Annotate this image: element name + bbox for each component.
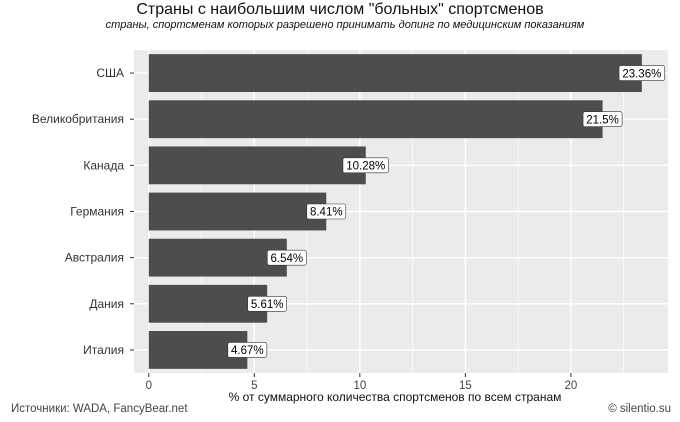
category-label: Германия — [70, 205, 124, 219]
bar — [148, 54, 642, 92]
data-label: 5.61% — [251, 299, 284, 311]
bar — [148, 238, 287, 277]
x-tick-label: 10 — [353, 380, 366, 392]
data-label-box — [618, 65, 665, 81]
x-tick-label: 15 — [459, 380, 472, 392]
x-axis-title: % от суммарного количества спортсменов п… — [229, 390, 562, 404]
data-label-box — [247, 295, 287, 312]
data-label-box — [267, 249, 307, 266]
x-tick-label: 0 — [146, 380, 152, 392]
category-label: Австралия — [65, 251, 124, 265]
data-label-box — [306, 203, 347, 220]
bar — [148, 146, 366, 185]
data-label-box — [227, 342, 268, 358]
category-label: Италия — [83, 343, 124, 357]
data-label-box — [342, 157, 389, 174]
bar — [148, 100, 603, 139]
category-label: Дания — [89, 297, 124, 311]
data-labels: 23.36% 21.5% 10.28% 8.41% 6.54% 5.61% 4.67% — [227, 65, 665, 358]
data-label-box — [582, 111, 623, 128]
data-label: 23.36% — [622, 68, 661, 80]
x-tick-label: 20 — [565, 380, 578, 392]
chart-subtitle: страны, спортсменам которых разрешено пр… — [105, 19, 585, 31]
value-axis: 0 5 10 15 20 — [146, 373, 578, 392]
x-tick-label: 5 — [251, 380, 257, 392]
category-axis: США Великобритания Канада Германия Австралия… — [32, 66, 134, 357]
data-label: 4.67% — [231, 345, 264, 357]
category-label: Канада — [83, 158, 124, 172]
category-label: Великобритания — [32, 112, 124, 126]
bar — [148, 192, 327, 231]
data-label: 8.41% — [310, 207, 343, 219]
data-label: 10.28% — [346, 161, 385, 173]
source-note: Источники: WADA, FancyBear.net — [11, 403, 188, 415]
chart-title: Страны с наибольшим числом "больных" спо… — [136, 1, 544, 18]
data-label: 21.5% — [586, 114, 619, 126]
data-label: 6.54% — [271, 253, 304, 265]
category-label: США — [96, 66, 124, 80]
credit-note: © silentio.su — [608, 403, 671, 415]
